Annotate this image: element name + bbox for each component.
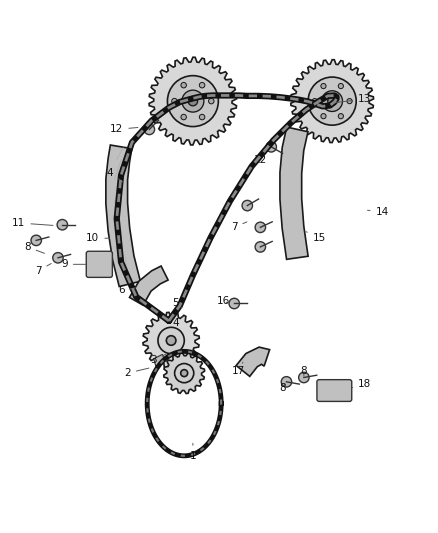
Text: 7: 7 — [35, 263, 51, 276]
Text: 3: 3 — [150, 354, 166, 365]
Circle shape — [166, 336, 176, 345]
Circle shape — [347, 99, 352, 104]
Polygon shape — [143, 312, 199, 369]
Polygon shape — [149, 57, 237, 145]
Circle shape — [338, 84, 343, 88]
Text: 2: 2 — [124, 368, 149, 378]
Text: 18: 18 — [352, 379, 371, 389]
FancyBboxPatch shape — [86, 251, 113, 277]
Circle shape — [181, 370, 187, 377]
Circle shape — [199, 114, 205, 120]
Text: 14: 14 — [367, 207, 389, 217]
Circle shape — [255, 241, 265, 252]
Circle shape — [321, 84, 326, 88]
Text: 8: 8 — [279, 383, 286, 393]
Circle shape — [144, 124, 155, 135]
Circle shape — [188, 96, 198, 106]
Polygon shape — [154, 354, 165, 367]
Circle shape — [172, 99, 177, 104]
Text: 11: 11 — [12, 218, 53, 228]
Circle shape — [242, 200, 253, 211]
Text: 10: 10 — [86, 233, 110, 243]
Circle shape — [299, 372, 309, 383]
Circle shape — [281, 377, 292, 387]
Text: 4: 4 — [107, 168, 123, 182]
Circle shape — [322, 91, 343, 111]
Circle shape — [308, 77, 356, 125]
Text: 8: 8 — [300, 366, 307, 376]
Text: 5: 5 — [172, 298, 182, 309]
Text: 4: 4 — [172, 317, 182, 328]
Circle shape — [31, 235, 42, 246]
Circle shape — [199, 83, 205, 88]
Text: 6: 6 — [118, 286, 136, 295]
Circle shape — [208, 99, 214, 104]
Polygon shape — [130, 266, 168, 305]
Polygon shape — [280, 127, 308, 260]
Circle shape — [338, 114, 343, 119]
Text: 12: 12 — [110, 124, 138, 134]
Circle shape — [321, 114, 326, 119]
Polygon shape — [236, 347, 270, 376]
Polygon shape — [164, 353, 205, 393]
Circle shape — [53, 253, 63, 263]
Text: 8: 8 — [24, 242, 45, 253]
Text: 13: 13 — [333, 94, 371, 104]
Circle shape — [328, 96, 336, 106]
Polygon shape — [106, 145, 140, 287]
Text: 12: 12 — [254, 149, 267, 165]
Circle shape — [181, 114, 187, 120]
Text: 7: 7 — [231, 222, 247, 232]
Polygon shape — [291, 60, 374, 142]
Circle shape — [229, 298, 240, 309]
Text: 17: 17 — [232, 362, 245, 376]
Text: 16: 16 — [217, 296, 230, 306]
Circle shape — [312, 99, 318, 104]
Circle shape — [175, 364, 194, 383]
Text: 1: 1 — [190, 443, 196, 461]
FancyBboxPatch shape — [317, 379, 352, 401]
Circle shape — [158, 327, 184, 354]
Circle shape — [57, 220, 67, 230]
Circle shape — [181, 83, 187, 88]
Circle shape — [182, 90, 204, 112]
Circle shape — [266, 142, 276, 152]
Circle shape — [167, 76, 219, 126]
Circle shape — [255, 222, 265, 232]
Text: 9: 9 — [61, 260, 86, 269]
Text: 15: 15 — [306, 232, 326, 243]
